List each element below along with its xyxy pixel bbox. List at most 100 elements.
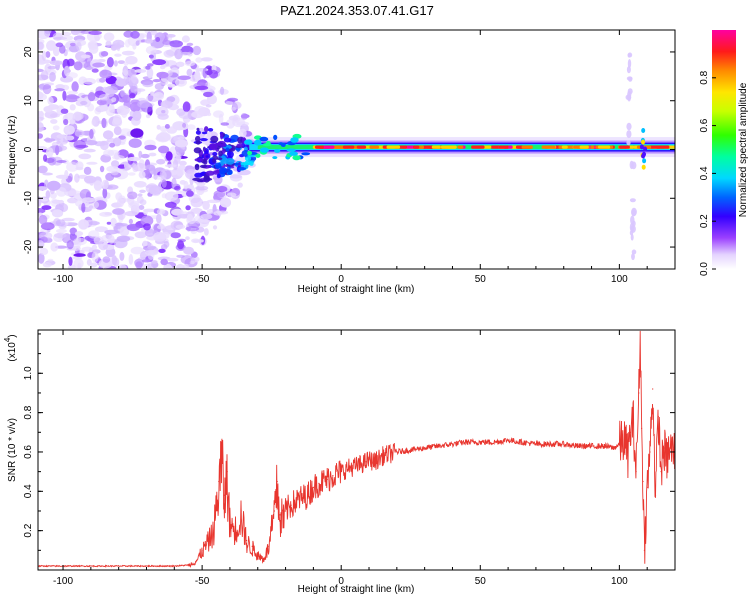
noise-speckle: [113, 60, 118, 67]
noise-speckle: [194, 85, 209, 91]
noise-speckle: [74, 129, 85, 137]
noise-speckle: [60, 31, 72, 36]
noise-speckle: [166, 126, 178, 134]
noise-speckle: [193, 194, 199, 199]
noise-speckle: [182, 101, 191, 113]
spectrogram-y-axis-label: Frequency (Hz): [7, 116, 18, 185]
noise-speckle: [129, 93, 136, 99]
ridge-start-blob: [273, 134, 278, 140]
noise-speckle: [124, 211, 138, 217]
noise-speckle: [138, 33, 147, 38]
ridge-start-blob: [253, 139, 262, 146]
noise-speckle: [232, 101, 242, 110]
noise-speckle: [83, 148, 96, 153]
tail-feature-blob: [627, 59, 632, 69]
noise-speckle: [130, 128, 144, 138]
ridge-hotspot: [322, 145, 335, 149]
noise-speckle: [236, 121, 250, 126]
noise-speckle: [195, 57, 203, 63]
noise-speckle: [152, 79, 161, 83]
noise-speckle: [189, 174, 194, 186]
noise-speckle: [156, 71, 169, 79]
noise-speckle: [81, 202, 86, 213]
noise-speckle: [175, 224, 186, 229]
noise-speckle: [100, 140, 109, 151]
snr-point: [649, 451, 651, 453]
noise-speckle: [111, 97, 117, 103]
spectrogram-y-ticks: -20 -10 0 10 20: [23, 46, 675, 254]
noise-speckle: [117, 60, 125, 64]
noise-speckle: [161, 110, 166, 114]
noise-speckle: [99, 94, 110, 101]
noise-speckle: [119, 251, 125, 261]
noise-speckle: [180, 51, 191, 56]
tail-feature-blob: [631, 207, 637, 216]
transition-blob: [210, 135, 219, 143]
tail-core-blob: [639, 144, 644, 150]
noise-speckle: [171, 177, 177, 189]
noise-speckle: [66, 95, 80, 100]
noise-speckle: [108, 103, 115, 114]
ridge-hotspot: [598, 145, 611, 149]
noise-speckle: [39, 247, 49, 256]
noise-speckle: [125, 55, 138, 65]
noise-speckle: [145, 65, 151, 70]
noise-speckle: [154, 83, 164, 90]
tail-feature-blob: [630, 215, 635, 225]
noise-speckle: [184, 60, 196, 67]
snr-scale-base: (x104): [3, 334, 18, 361]
noise-speckle: [105, 40, 112, 47]
noise-speckle: [189, 260, 195, 265]
snr-point: [348, 467, 351, 469]
spec-x-tick-label: -100: [53, 274, 73, 285]
noise-speckle: [114, 222, 128, 227]
noise-speckle: [82, 78, 97, 85]
noise-speckle: [99, 165, 105, 173]
spec-x-tick-label: 100: [611, 274, 628, 285]
colorbar-tick-label: 0.8: [699, 70, 710, 84]
noise-speckle: [100, 51, 109, 57]
transition-blob: [193, 147, 202, 154]
noise-speckle: [85, 140, 98, 146]
ridge-hotspot: [342, 145, 355, 149]
tail-core-blob: [641, 128, 646, 133]
noise-speckle: [56, 140, 61, 144]
noise-speckle: [73, 61, 83, 71]
ridge-start-blob: [274, 149, 281, 153]
noise-speckle: [101, 117, 107, 129]
snr-point: [624, 439, 626, 441]
noise-speckle: [190, 207, 203, 214]
noise-speckle: [220, 86, 225, 95]
noise-speckle: [94, 226, 108, 233]
noise-speckle: [114, 53, 122, 57]
noise-speckle: [69, 42, 76, 47]
ridge-hotspot: [356, 145, 367, 149]
noise-speckle: [208, 69, 219, 79]
ridge-start-blob: [247, 150, 253, 156]
noise-speckle: [149, 54, 154, 59]
noise-speckle: [137, 100, 151, 108]
ridge-start-blob: [255, 153, 261, 158]
noise-speckle: [52, 125, 60, 131]
snr-x-tick-label: 50: [475, 576, 487, 587]
snr-y-tick-label: 0.4: [23, 484, 34, 498]
snr-point: [410, 449, 412, 451]
noise-speckle: [150, 93, 160, 97]
noise-speckle: [90, 262, 98, 268]
noise-speckle: [66, 58, 75, 67]
snr-point: [643, 549, 646, 551]
snr-point: [279, 514, 281, 516]
snr-point: [382, 455, 384, 457]
noise-speckle: [197, 127, 206, 139]
noise-speckle: [148, 152, 157, 157]
snr-point: [642, 480, 644, 483]
noise-speckle: [93, 180, 103, 191]
noise-speckle: [150, 38, 165, 49]
noise-speckle: [46, 40, 57, 51]
spec-x-tick-label: -50: [195, 274, 210, 285]
noise-speckle: [134, 88, 146, 92]
noise-speckle: [102, 187, 108, 199]
noise-speckle: [237, 182, 243, 188]
transition-blob: [230, 134, 240, 143]
snr-x-ticks: -100 -50 0 50 100: [53, 330, 676, 587]
